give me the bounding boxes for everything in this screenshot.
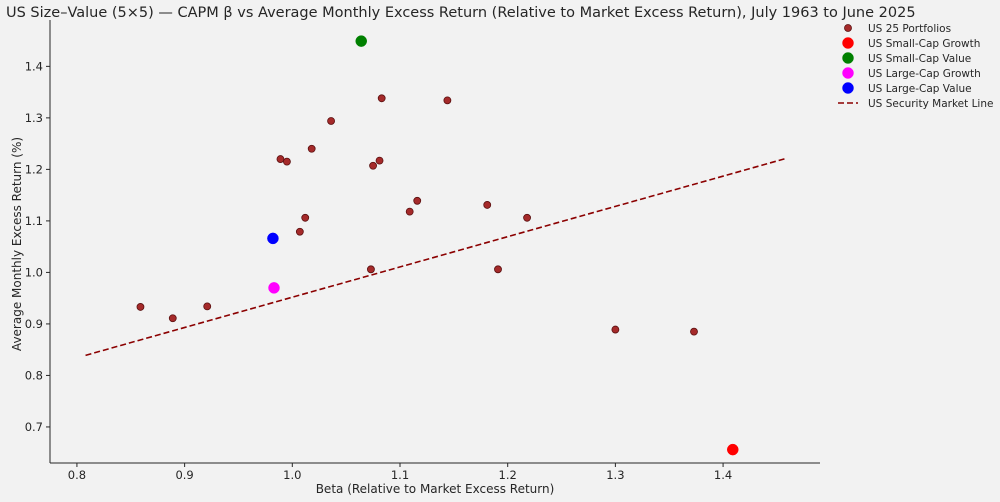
- y-axis-label: Average Monthly Excess Return (%): [10, 137, 24, 351]
- portfolio-point: [377, 94, 386, 103]
- portfolio-point: [369, 161, 377, 170]
- legend-marker: [844, 24, 852, 32]
- legend-label: US Security Market Line: [868, 98, 993, 110]
- legend: US 25 Portfolios US Small-Cap Growth US Sm…: [838, 23, 993, 110]
- y-tick-label: 0.9: [25, 317, 43, 331]
- legend-marker: [842, 37, 854, 49]
- portfolio-point: [136, 303, 145, 311]
- security-market-line-group: [85, 157, 786, 357]
- y-tick-label: 1.0: [25, 265, 43, 279]
- legend-label: US 25 Portfolios: [868, 23, 951, 35]
- portfolio-point: [367, 265, 375, 274]
- legend-marker: [842, 82, 854, 94]
- portfolio-point: [327, 117, 335, 125]
- portfolio-point: [690, 327, 698, 336]
- security-market-line: [85, 157, 786, 357]
- portfolio-point: [494, 265, 502, 274]
- x-axis-label: Beta (Relative to Market Excess Return): [316, 482, 555, 496]
- large-cap-value-point: [267, 232, 279, 245]
- y-tick-label: 1.3: [25, 111, 43, 125]
- small-cap-value-point: [355, 35, 367, 47]
- y-tick-label: 0.7: [25, 420, 43, 434]
- y-tick-label: 1.2: [25, 162, 43, 176]
- portfolio-point: [168, 314, 177, 323]
- small-cap-growth-point: [727, 443, 739, 456]
- legend-label: US Large-Cap Growth: [868, 68, 981, 80]
- x-tick-label: 0.9: [175, 468, 193, 482]
- portfolio-point: [203, 302, 212, 311]
- x-tick-label: 1.0: [283, 468, 301, 482]
- legend-marker: [842, 67, 854, 79]
- y-tick-label: 0.8: [25, 368, 43, 382]
- portfolio-point: [405, 207, 414, 216]
- chart-title: US Size–Value (5×5) — CAPM β vs Average …: [6, 5, 916, 21]
- portfolio-point: [276, 155, 285, 163]
- x-tick-label: 1.4: [714, 468, 732, 482]
- data-points: [136, 35, 739, 456]
- portfolio-point: [413, 196, 422, 205]
- portfolio-point: [375, 156, 384, 165]
- x-tick-label: 0.8: [68, 468, 86, 482]
- portfolio-point: [611, 325, 620, 334]
- portfolio-point: [283, 157, 291, 166]
- x-tick-label: 1.3: [606, 468, 624, 482]
- y-tick-label: 1.4: [25, 59, 43, 73]
- x-tick-label: 1.2: [499, 468, 517, 482]
- legend-label: US Small-Cap Growth: [868, 38, 980, 50]
- x-tick-label: 1.1: [391, 468, 409, 482]
- large-cap-growth-point: [268, 282, 280, 294]
- portfolio-point: [523, 213, 531, 222]
- portfolio-point: [307, 144, 316, 153]
- portfolio-point: [443, 96, 452, 105]
- portfolio-point: [295, 227, 304, 236]
- legend-label: US Large-Cap Value: [868, 83, 972, 95]
- legend-marker: [842, 52, 854, 64]
- axes: 0.8 0.9 1.0 1.1 1.2 1.3 1.4 0.7 0.8 0.9 1.0 1.1 1.2 1…: [25, 20, 820, 482]
- y-tick-label: 1.1: [25, 214, 43, 228]
- portfolio-point: [483, 201, 492, 209]
- portfolio-point: [301, 213, 310, 222]
- legend-label: US Small-Cap Value: [868, 53, 971, 65]
